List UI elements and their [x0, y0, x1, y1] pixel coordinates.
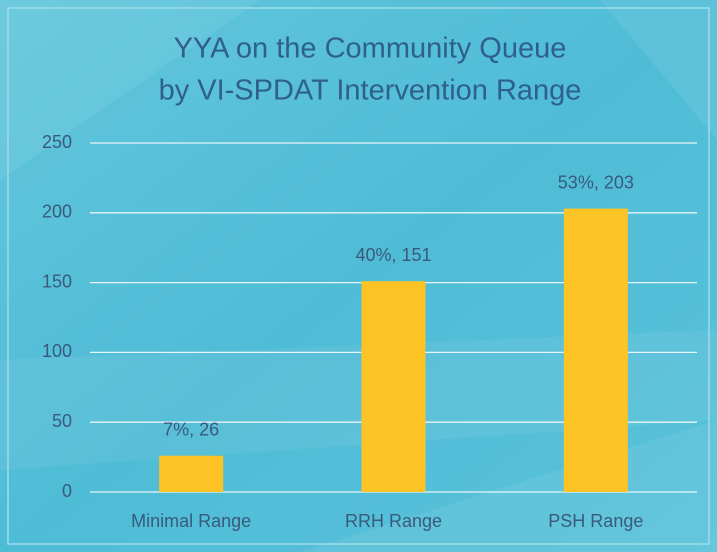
x-tick-label: Minimal Range: [131, 511, 251, 531]
data-label: 53%, 203: [558, 172, 634, 192]
decor-stripe: [0, 0, 260, 180]
x-tick-label: RRH Range: [345, 511, 442, 531]
decor-stripe: [420, 0, 717, 140]
data-label: 40%, 151: [355, 245, 431, 265]
y-tick-label: 50: [52, 411, 72, 431]
y-tick-label: 200: [42, 202, 72, 222]
y-tick-label: 0: [62, 481, 72, 501]
data-label: 7%, 26: [163, 419, 219, 439]
frame: [7, 7, 710, 545]
y-tick-label: 250: [42, 132, 72, 152]
bar: [563, 208, 628, 492]
chart-title: by VI-SPDAT Intervention Range: [159, 75, 582, 107]
y-tick-label: 100: [42, 341, 72, 361]
y-tick-label: 150: [42, 271, 72, 291]
decor-stripe: [0, 330, 717, 470]
bar: [361, 281, 426, 492]
chart-title: YYA on the Community Queue: [174, 33, 567, 65]
bar: [159, 455, 224, 492]
x-tick-label: PSH Range: [548, 511, 643, 531]
